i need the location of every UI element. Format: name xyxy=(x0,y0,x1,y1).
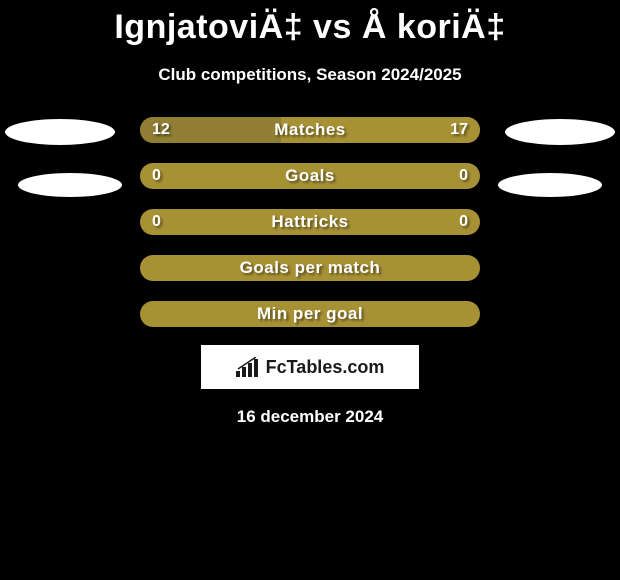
right-player-photo-placeholder xyxy=(505,119,615,145)
fctables-logo-icon xyxy=(236,357,260,377)
stat-bar: Goals per match xyxy=(140,255,480,281)
comparison-infographic: IgnjatoviÄ‡ vs Å koriÄ‡ Club competition… xyxy=(0,0,620,427)
stat-bars: 1217Matches00Goals00HattricksGoals per m… xyxy=(140,117,480,327)
left-player-name-placeholder xyxy=(18,173,122,197)
left-player-photo-placeholder xyxy=(5,119,115,145)
stat-bar-left-value: 0 xyxy=(152,209,161,235)
right-player-name-placeholder xyxy=(498,173,602,197)
body-row: 1217Matches00Goals00HattricksGoals per m… xyxy=(0,117,620,327)
logo-text: FcTables.com xyxy=(266,357,385,378)
stat-bar-label: Goals per match xyxy=(140,255,480,281)
stat-bar-left-fill xyxy=(140,117,281,143)
logo-badge: FcTables.com xyxy=(201,345,419,389)
stat-bar: 0 0Goals xyxy=(140,163,480,189)
stat-bar: Min per goal xyxy=(140,301,480,327)
page-title: IgnjatoviÄ‡ vs Å koriÄ‡ xyxy=(114,8,505,47)
stat-bar-label: Min per goal xyxy=(140,301,480,327)
stat-bar: 0 0Hattricks xyxy=(140,209,480,235)
page-subtitle: Club competitions, Season 2024/2025 xyxy=(158,65,461,85)
stat-bar: 1217Matches xyxy=(140,117,480,143)
stat-bar-right-fill xyxy=(281,117,480,143)
snapshot-date: 16 december 2024 xyxy=(237,407,384,427)
left-player-column xyxy=(0,117,140,197)
right-player-column xyxy=(480,117,620,197)
stat-bar-label: Goals xyxy=(140,163,480,189)
stat-bar-right-value: 0 xyxy=(459,209,468,235)
stat-bar-right-value: 0 xyxy=(459,163,468,189)
stat-bar-label: Hattricks xyxy=(140,209,480,235)
stat-bar-left-value: 0 xyxy=(152,163,161,189)
